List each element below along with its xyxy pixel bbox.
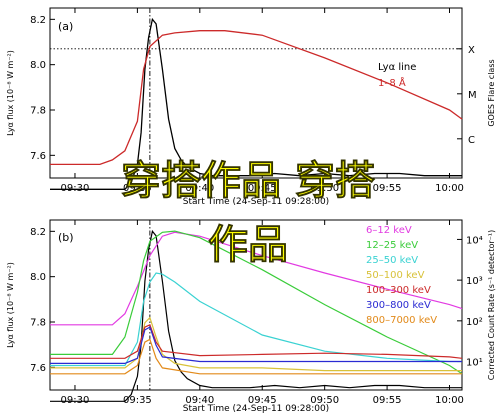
x-tick-label: 09:50 <box>310 183 339 194</box>
series-line <box>50 229 462 402</box>
y-tick-label: 8.2 <box>30 227 46 238</box>
panel-a-xlabel: Start Time (24-Sep-11 09:28:00) <box>183 197 329 207</box>
series-line <box>50 326 462 364</box>
panel-b: (b) Lyα flux (10⁻⁸ W m⁻²) Corrected Coun… <box>6 219 496 414</box>
panel-b-yticks: 7.6 7.8 8.0 8.2 <box>30 227 55 374</box>
panel-a-frame <box>49 7 463 179</box>
panel-b-series <box>50 229 463 402</box>
x-tick-label: 10:00 <box>435 183 464 194</box>
right-tick-label: 10¹ <box>466 358 483 369</box>
panel-a-tag: (a) <box>58 20 73 33</box>
x-tick-label: 09:30 <box>61 183 90 194</box>
y-tick-label: 8.0 <box>30 272 46 283</box>
panel-b-frame <box>49 219 463 391</box>
y-tick-label: 7.8 <box>30 318 46 329</box>
x-tick-label: 09:45 <box>248 183 277 194</box>
series-line <box>50 230 463 375</box>
panel-a-legend: Lyα line 1–8 Å <box>378 62 416 89</box>
x-tick-label: 09:55 <box>373 395 402 406</box>
panel-a-series <box>50 17 463 190</box>
panel-b-right-ylabel: Corrected Count Rate (s⁻¹ detector⁻¹) <box>487 230 496 381</box>
panel-b-xlabel: Start Time (24-Sep-11 09:28:00) <box>183 404 329 414</box>
y-tick-label: 8.2 <box>30 15 46 26</box>
right-tick-label: C <box>468 135 475 146</box>
x-tick-label: 09:40 <box>185 183 214 194</box>
panel-b-right-ticks: 10⁴ 10³ 10² 10¹ <box>457 235 483 369</box>
overlay-caption: 穿搭作品 穿搭 作品 <box>121 158 376 269</box>
panel-b-legend: 6–12 keV 12–25 keV 25–50 keV 50–100 keV 100–… <box>366 225 437 326</box>
panel-a: (a) Lyα flux (10⁻⁸ W m⁻²) GOES Flare cla… <box>6 7 496 207</box>
panel-b-ylabel: Lyα flux (10⁻⁸ W m⁻²) <box>6 262 15 348</box>
series-line <box>50 30 463 166</box>
right-tick-label: 10² <box>466 317 483 328</box>
legend-entry: 100–300 keV <box>366 285 431 296</box>
panel-a-xticks: 09:30 09:35 09:40 09:45 09:50 09:55 10:00 <box>61 8 464 194</box>
right-tick-label: 10⁴ <box>466 235 483 246</box>
x-tick-label: 09:40 <box>185 395 214 406</box>
x-tick-label: 09:35 <box>123 183 152 194</box>
right-tick-label: X <box>468 45 475 56</box>
overlay-caption-line-1: 穿搭作品 穿搭 <box>121 158 375 204</box>
legend-entry: 25–50 keV <box>366 255 418 266</box>
series-line <box>50 17 462 190</box>
series-line <box>50 231 463 326</box>
panel-b-tag: (b) <box>58 231 74 244</box>
x-tick-label: 09:35 <box>123 395 152 406</box>
overlay-caption-line-2: 作品 <box>208 222 288 268</box>
legend-entry: 50–100 keV <box>366 270 425 281</box>
legend-lya-line: Lyα line <box>378 62 416 73</box>
y-tick-label: 7.6 <box>30 151 46 162</box>
panel-a-right-ticks: X M C <box>457 45 477 146</box>
legend-entry: 6–12 keV <box>366 225 412 236</box>
x-tick-label: 09:30 <box>61 395 90 406</box>
legend-entry: 800–7000 keV <box>366 315 437 326</box>
panel-b-xticks: 09:30 09:35 09:40 09:45 09:50 09:55 10:00 <box>61 220 464 406</box>
legend-entry: 300–800 keV <box>366 300 431 311</box>
legend-entry: 12–25 keV <box>366 240 418 251</box>
x-tick-label: 10:00 <box>435 395 464 406</box>
series-line <box>50 338 462 375</box>
x-tick-label: 09:55 <box>373 183 402 194</box>
y-tick-label: 8.0 <box>30 60 46 71</box>
y-tick-label: 7.8 <box>30 106 46 117</box>
right-tick-label: M <box>468 90 477 101</box>
x-tick-label: 09:45 <box>248 395 277 406</box>
y-tick-label: 7.6 <box>30 363 46 374</box>
legend-goes-1-8: 1–8 Å <box>378 76 406 89</box>
panel-a-ylabel: Lyα flux (10⁻⁸ W m⁻²) <box>6 50 15 136</box>
right-tick-label: 10³ <box>466 276 483 287</box>
series-line <box>50 272 462 367</box>
series-line <box>50 323 463 359</box>
x-tick-label: 09:50 <box>310 395 339 406</box>
panel-a-yticks: 7.6 7.8 8.0 8.2 <box>30 15 55 162</box>
panel-a-right-ylabel: GOES Flare class <box>487 59 496 126</box>
